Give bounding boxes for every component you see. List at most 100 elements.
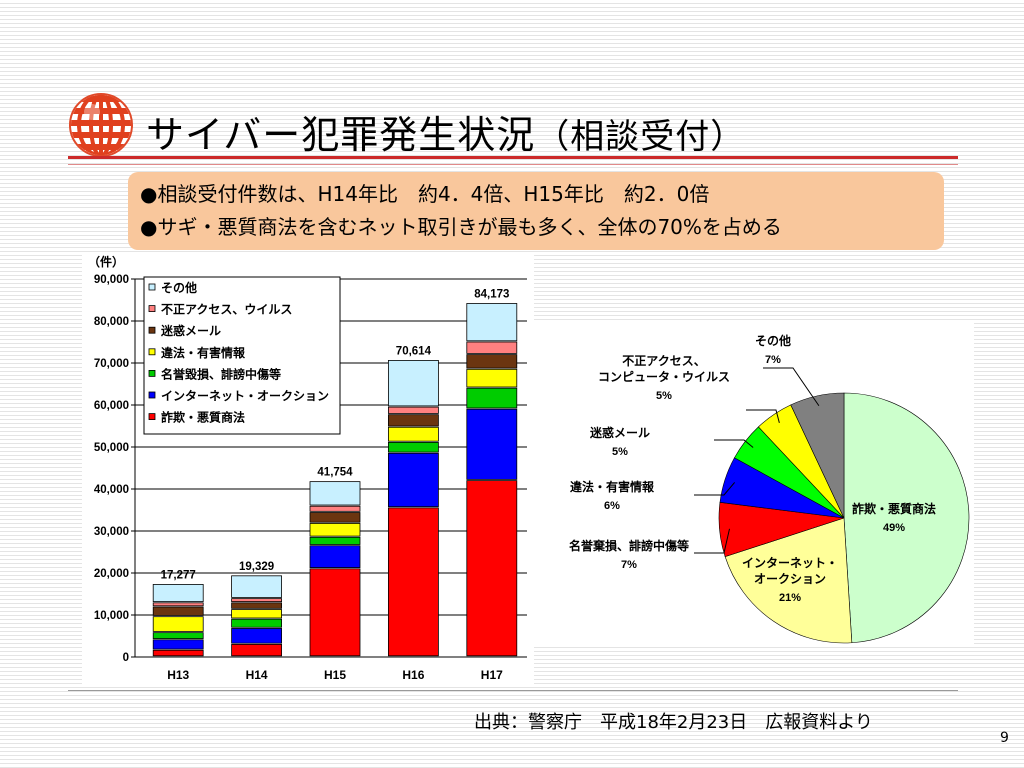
legend-item: インターネット・オークション bbox=[161, 389, 329, 403]
bar-segment bbox=[466, 408, 518, 480]
bar-segment bbox=[387, 452, 439, 508]
legend-item: 迷惑メール bbox=[160, 323, 221, 338]
legend-swatch bbox=[148, 283, 156, 291]
pie-slice-label: 名誉棄損、誹謗中傷等 bbox=[569, 538, 689, 553]
bar-segment bbox=[466, 354, 518, 369]
bar-total-label: 70,614 bbox=[396, 345, 432, 357]
pie-leader-line bbox=[763, 367, 820, 407]
y-tick-label: 60,000 bbox=[94, 400, 129, 412]
pie-slice-pct: 21% bbox=[779, 592, 801, 604]
bar-segment bbox=[152, 606, 204, 616]
bar-segment bbox=[152, 649, 204, 657]
legend-swatch bbox=[148, 326, 156, 334]
bar-segment bbox=[466, 368, 518, 388]
stacked-bar-chart: （件） 0 10,000 20,000 30,000 40,000 50,000 60,000… bbox=[88, 254, 527, 682]
legend-swatch bbox=[148, 391, 156, 399]
pie-slice bbox=[790, 392, 845, 519]
y-tick-label: 50,000 bbox=[94, 442, 129, 454]
legend-item: 詐欺・悪質商法 bbox=[161, 410, 245, 425]
pie-slice bbox=[843, 392, 970, 644]
y-tick-label: 20,000 bbox=[94, 568, 129, 580]
bar-segment bbox=[387, 441, 439, 453]
bar-segment bbox=[466, 480, 518, 657]
pie-slice-pct: 7% bbox=[765, 354, 781, 366]
bar-segment bbox=[231, 609, 283, 619]
summary-bullet-1: ●相談受付件数は、H14年比 約4．4倍、H15年比 約2．0倍 bbox=[140, 182, 710, 206]
pie-slice-label: オークション bbox=[754, 572, 826, 586]
bar-segment bbox=[387, 406, 439, 414]
pie-slice-label: その他 bbox=[755, 333, 791, 348]
pie-slice-pct: 5% bbox=[612, 446, 628, 458]
x-tick-label: H17 bbox=[481, 668, 503, 682]
bar-chart-panel: （件） 0 10,000 20,000 30,000 40,000 50,000 60,000… bbox=[82, 253, 534, 687]
bar-segment bbox=[309, 481, 361, 506]
title-main: サイバー犯罪発生状況 bbox=[146, 113, 536, 157]
bar-segment bbox=[309, 545, 361, 569]
y-tick-label: 30,000 bbox=[94, 526, 129, 538]
legend-item: 不正アクセス、ウイルス bbox=[161, 303, 292, 317]
bar-segment bbox=[231, 598, 283, 603]
bar-segment bbox=[231, 602, 283, 609]
bar-segment bbox=[466, 387, 518, 409]
bar-segment bbox=[152, 602, 204, 607]
page-title: サイバー犯罪発生状況（相談受付） bbox=[146, 104, 745, 159]
pie-slice-label: 違法・有害情報 bbox=[570, 479, 655, 494]
pie-slice-pct: 6% bbox=[604, 500, 620, 512]
legend-swatch bbox=[148, 370, 156, 377]
y-tick-label: 10,000 bbox=[94, 610, 129, 622]
bar-segment bbox=[466, 341, 518, 354]
summary-bullet-2: ●サギ・悪質商法を含むネット取引きが最も多く、全体の70%を占める bbox=[140, 215, 782, 239]
legend-swatch bbox=[148, 348, 156, 356]
bar-total-label: 19,329 bbox=[239, 561, 274, 573]
pie-slice-label: 詐欺・悪質商法 bbox=[852, 501, 936, 516]
legend-swatch bbox=[148, 413, 156, 421]
legend-item: 名誉毀損、誹謗中傷等 bbox=[161, 366, 281, 381]
x-tick-label: H14 bbox=[246, 668, 268, 682]
pie-leader-line bbox=[746, 409, 780, 424]
chart-legend: その他不正アクセス、ウイルス迷惑メール違法・有害情報名誉毀損、誹謗中傷等インター… bbox=[143, 276, 341, 435]
pie-chart-panel: 詐欺・悪質商法 49% インターネット・ オークション 21% 名誉棄損、誹謗中傷等 7% 違… bbox=[534, 323, 974, 645]
y-tick-label: 40,000 bbox=[94, 484, 129, 496]
pie-slice-pct: 5% bbox=[656, 390, 672, 402]
bar-segment bbox=[152, 584, 204, 603]
legend-swatch bbox=[148, 305, 156, 312]
bar-segment bbox=[387, 360, 439, 407]
pie-slice-pct: 49% bbox=[883, 522, 905, 534]
pie-slice-label: 迷惑メール bbox=[589, 425, 650, 440]
bar-segment bbox=[387, 426, 439, 442]
y-tick-label: 80,000 bbox=[94, 316, 129, 328]
pie-slice bbox=[724, 517, 853, 644]
title-paren: （相談受付） bbox=[535, 117, 746, 157]
source-note: 出典：警察庁 平成18年2月23日 広報資料より bbox=[474, 712, 873, 733]
bar-segment bbox=[309, 505, 361, 512]
x-tick-label: H15 bbox=[324, 668, 346, 682]
legend-box bbox=[143, 276, 341, 435]
x-tick-label: H16 bbox=[402, 668, 424, 682]
pie-leader-line bbox=[694, 482, 736, 496]
legend-item: その他 bbox=[161, 280, 197, 295]
bar-segment bbox=[309, 523, 361, 537]
bar-segment bbox=[309, 536, 361, 545]
title-underline bbox=[68, 156, 958, 159]
bar-total-label: 17,277 bbox=[161, 569, 196, 581]
bar-segment bbox=[309, 512, 361, 523]
y-axis-unit-label: （件） bbox=[88, 254, 124, 269]
bar-segment bbox=[152, 632, 204, 639]
pie-slice-label: コンピュータ・ウイルス bbox=[598, 370, 730, 384]
bar-segment bbox=[387, 507, 439, 657]
y-tick-label: 0 bbox=[123, 652, 129, 664]
bar-total-label: 41,754 bbox=[317, 467, 353, 479]
bar-segment bbox=[231, 628, 283, 644]
pie-leader-line bbox=[714, 439, 754, 448]
y-tick-label: 90,000 bbox=[94, 274, 129, 286]
legend-item: 違法・有害情報 bbox=[161, 345, 246, 360]
bar-segment bbox=[387, 414, 439, 427]
bar-segment bbox=[466, 303, 518, 342]
globe-logo-icon bbox=[69, 93, 133, 157]
page-number: 9 bbox=[1000, 730, 1009, 746]
pie-slice-pct: 7% bbox=[621, 559, 637, 571]
bar-segment bbox=[231, 575, 283, 598]
bar-segment bbox=[231, 643, 283, 657]
bar-total-label: 84,173 bbox=[474, 288, 509, 300]
bar-segment bbox=[231, 618, 283, 628]
